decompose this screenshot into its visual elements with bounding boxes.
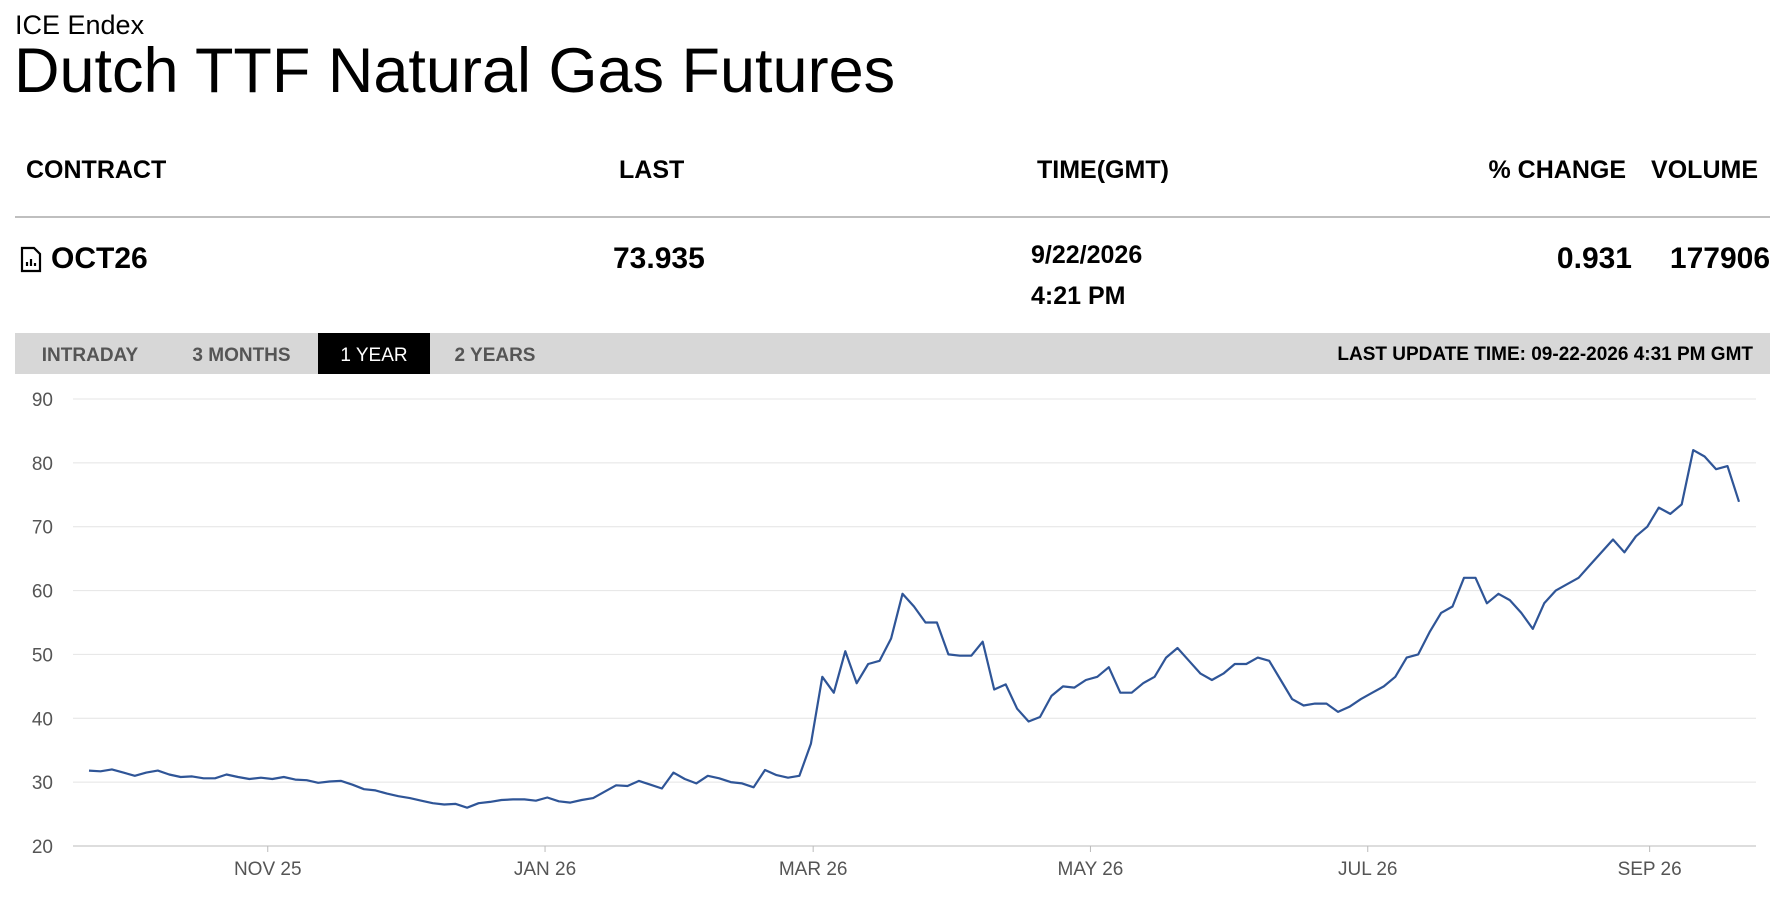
- tab[interactable]: INTRADAY: [42, 345, 139, 366]
- y-tick-label: 60: [32, 582, 53, 603]
- trade-date: 9/22/2026: [1031, 241, 1142, 269]
- exchange: ICE Endex: [15, 10, 145, 40]
- volume: 177906: [1670, 242, 1770, 275]
- y-tick-label: 80: [32, 454, 53, 475]
- y-tick-label: 40: [32, 709, 53, 730]
- column-header: VOLUME: [1651, 156, 1758, 184]
- x-tick-label: JAN 26: [514, 859, 576, 880]
- price-line: [88, 449, 1741, 809]
- percent-change: 0.931: [1557, 242, 1632, 275]
- page-title: Dutch TTF Natural Gas Futures: [14, 36, 895, 106]
- x-tick-label: SEP 26: [1618, 859, 1682, 880]
- y-tick-label: 50: [32, 645, 53, 666]
- tab[interactable]: 3 MONTHS: [192, 345, 290, 366]
- x-tick-label: MAY 26: [1058, 859, 1124, 880]
- y-tick-label: 30: [32, 773, 53, 794]
- contract[interactable]: OCT26: [51, 242, 148, 275]
- column-header: % CHANGE: [1488, 156, 1626, 184]
- column-header: TIME(GMT): [1037, 156, 1169, 184]
- x-tick-label: JUL 26: [1338, 859, 1398, 880]
- y-tick-label: 70: [32, 518, 53, 539]
- trade-time: 4:21 PM: [1031, 282, 1125, 310]
- tab[interactable]: 1 YEAR: [340, 345, 407, 366]
- x-tick-label: NOV 25: [234, 859, 302, 880]
- column-header: LAST: [619, 156, 684, 184]
- y-tick-label: 20: [32, 837, 53, 858]
- tab[interactable]: 2 YEARS: [455, 345, 536, 366]
- y-tick-label: 90: [32, 390, 53, 411]
- last-price: 73.935: [613, 242, 705, 275]
- document-icon[interactable]: [20, 246, 42, 273]
- column-header: CONTRACT: [26, 156, 166, 184]
- tab-bar: [15, 333, 1770, 374]
- last-update: LAST UPDATE TIME: 09-22-2026 4:31 PM GMT: [1337, 344, 1753, 365]
- tab-active: [318, 333, 430, 374]
- x-tick-label: MAR 26: [779, 859, 848, 880]
